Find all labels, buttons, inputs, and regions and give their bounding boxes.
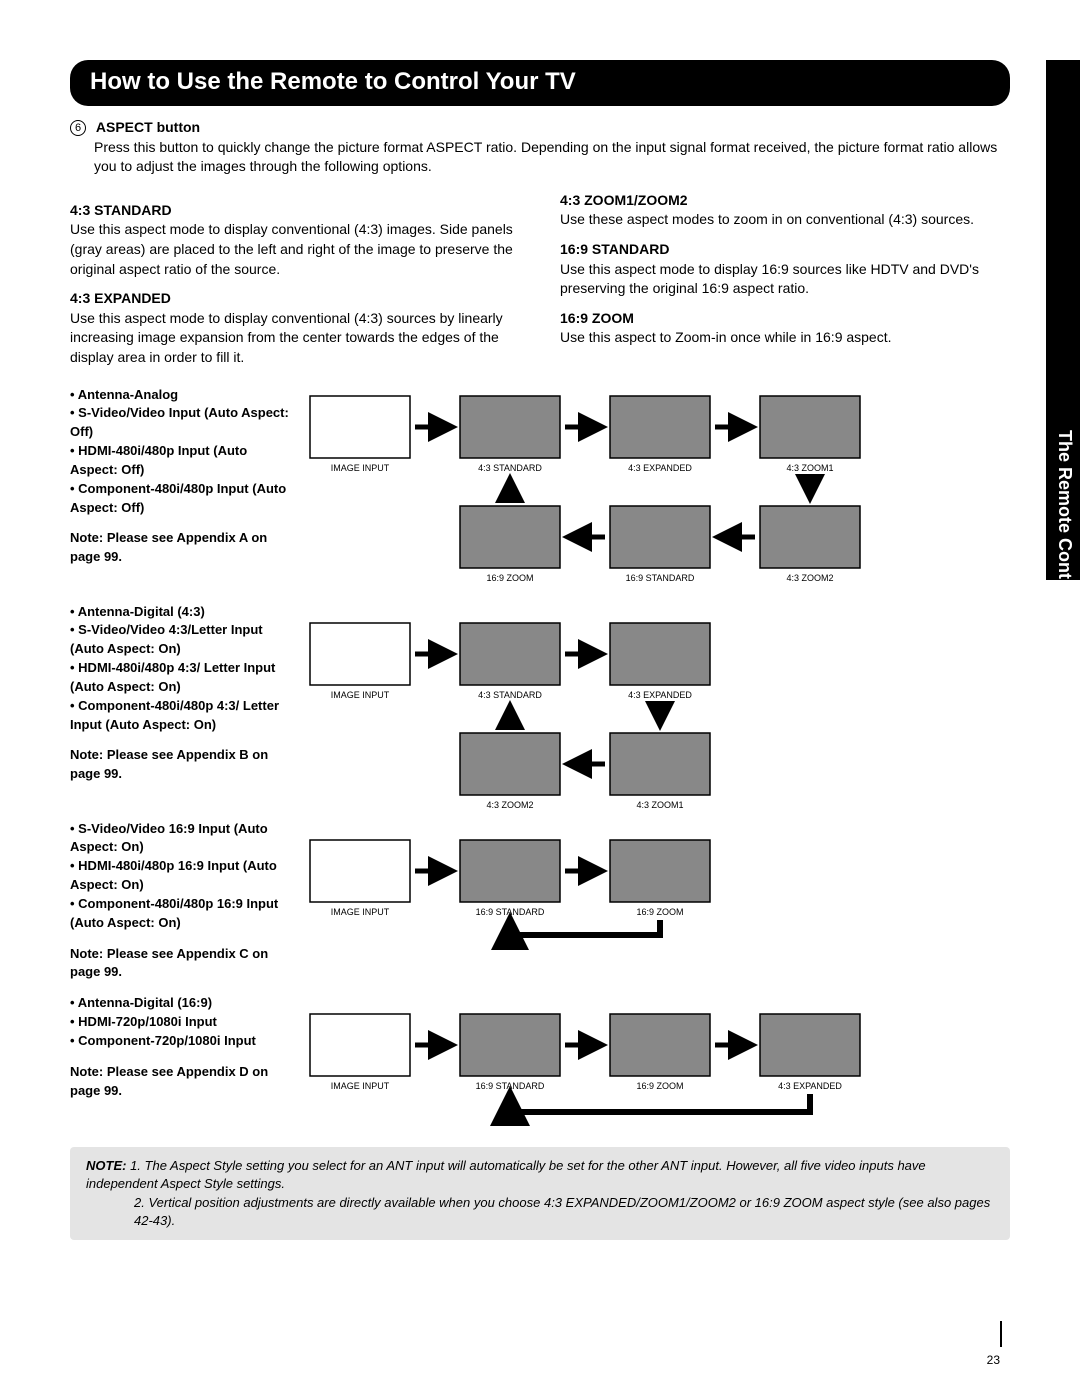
svg-text:16:9 STANDARD: 16:9 STANDARD (626, 573, 695, 583)
svg-text:4:3 STANDARD: 4:3 STANDARD (478, 463, 542, 473)
list-item: S-Video/Video 16:9 Input (Auto Aspect: O… (70, 820, 297, 858)
svg-text:16:9 ZOOM: 16:9 ZOOM (636, 907, 683, 917)
mode-h-1: 4:3 STANDARD (70, 201, 520, 221)
group-a: Antenna-AnalogS-Video/Video Input (Auto … (70, 386, 1010, 591)
svg-text:IMAGE INPUT: IMAGE INPUT (331, 1081, 390, 1091)
mode-h-4: 16:9 STANDARD (560, 240, 1010, 260)
group-d-labels: Antenna-Digital (16:9)HDMI-720p/1080i In… (70, 994, 305, 1129)
page-title: How to Use the Remote to Control Your TV (70, 60, 1010, 106)
group-c-note: Note: Please see Appendix C on page 99. (70, 945, 297, 983)
list-item: Antenna-Digital (16:9) (70, 994, 297, 1013)
page-number: 23 (987, 1353, 1000, 1367)
mode-col-right: 4:3 ZOOM1/ZOOM2 Use these aspect modes t… (560, 191, 1010, 368)
footnote-box: NOTE: 1. The Aspect Style setting you se… (70, 1147, 1010, 1240)
group-d: Antenna-Digital (16:9)HDMI-720p/1080i In… (70, 994, 1010, 1129)
mode-h-5: 16:9 ZOOM (560, 309, 1010, 329)
section-body: Press this button to quickly change the … (94, 138, 1010, 177)
svg-text:4:3 ZOOM1: 4:3 ZOOM1 (636, 800, 683, 808)
svg-text:4:3 EXPANDED: 4:3 EXPANDED (778, 1081, 842, 1091)
list-item: HDMI-720p/1080i Input (70, 1013, 297, 1032)
mode-t-2: Use this aspect mode to display conventi… (70, 309, 520, 368)
svg-text:16:9 STANDARD: 16:9 STANDARD (476, 1081, 545, 1091)
section-header: 6 ASPECT button Press this button to qui… (70, 118, 1010, 177)
svg-text:4:3 STANDARD: 4:3 STANDARD (478, 690, 542, 700)
footnote-label: NOTE: (86, 1158, 126, 1173)
svg-text:4:3 ZOOM2: 4:3 ZOOM2 (486, 800, 533, 808)
mode-t-3: Use these aspect modes to zoom in on con… (560, 210, 1010, 230)
footnote-1: 1. The Aspect Style setting you select f… (86, 1158, 926, 1191)
mode-t-1: Use this aspect mode to display conventi… (70, 220, 520, 279)
group-d-note: Note: Please see Appendix D on page 99. (70, 1063, 297, 1101)
svg-text:4:3 EXPANDED: 4:3 EXPANDED (628, 690, 692, 700)
group-b-diagram: IMAGE INPUT 4:3 STANDARD 4:3 EXPANDED 4:… (305, 603, 1010, 808)
svg-text:IMAGE INPUT: IMAGE INPUT (331, 907, 390, 917)
svg-text:4:3 ZOOM2: 4:3 ZOOM2 (786, 573, 833, 583)
list-item: HDMI-480i/480p 16:9 Input (Auto Aspect: … (70, 857, 297, 895)
group-c-labels: S-Video/Video 16:9 Input (Auto Aspect: O… (70, 820, 305, 983)
svg-text:4:3 ZOOM1: 4:3 ZOOM1 (786, 463, 833, 473)
group-c: S-Video/Video 16:9 Input (Auto Aspect: O… (70, 820, 1010, 983)
list-item: Component-480i/480p Input (Auto Aspect: … (70, 480, 297, 518)
svg-text:16:9 ZOOM: 16:9 ZOOM (636, 1081, 683, 1091)
section-number: 6 (70, 120, 86, 136)
svg-text:4:3 EXPANDED: 4:3 EXPANDED (628, 463, 692, 473)
list-item: Component-480i/480p 16:9 Input (Auto Asp… (70, 895, 297, 933)
group-c-diagram: IMAGE INPUT 16:9 STANDARD 16:9 ZOOM (305, 820, 1010, 983)
mode-t-4: Use this aspect mode to display 16:9 sou… (560, 260, 1010, 299)
list-item: Antenna-Digital (4:3) (70, 603, 297, 622)
svg-text:16:9 ZOOM: 16:9 ZOOM (486, 573, 533, 583)
footnote-2: 2. Vertical position adjustments are dir… (134, 1194, 994, 1230)
group-a-labels: Antenna-AnalogS-Video/Video Input (Auto … (70, 386, 305, 591)
group-b-note: Note: Please see Appendix B on page 99. (70, 746, 297, 784)
list-item: S-Video/Video Input (Auto Aspect: Off) (70, 404, 297, 442)
group-b-labels: Antenna-Digital (4:3)S-Video/Video 4:3/L… (70, 603, 305, 808)
list-item: HDMI-480i/480p 4:3/ Letter Input (Auto A… (70, 659, 297, 697)
list-item: Component-720p/1080i Input (70, 1032, 297, 1051)
page: How to Use the Remote to Control Your TV… (0, 0, 1080, 1280)
group-a-diagram: IMAGE INPUT 4:3 STANDARD 4:3 EXPANDED 4:… (305, 386, 1010, 591)
mode-h-2: 4:3 EXPANDED (70, 289, 520, 309)
list-item: Antenna-Analog (70, 386, 297, 405)
group-b: Antenna-Digital (4:3)S-Video/Video 4:3/L… (70, 603, 1010, 808)
list-item: S-Video/Video 4:3/Letter Input (Auto Asp… (70, 621, 297, 659)
list-item: HDMI-480i/480p Input (Auto Aspect: Off) (70, 442, 297, 480)
group-d-diagram: IMAGE INPUT 16:9 STANDARD 16:9 ZOOM 4:3 … (305, 994, 1010, 1129)
svg-text:IMAGE INPUT: IMAGE INPUT (331, 463, 390, 473)
list-item: Component-480i/480p 4:3/ Letter Input (A… (70, 697, 297, 735)
section-heading: ASPECT button (96, 119, 200, 135)
svg-text:IMAGE INPUT: IMAGE INPUT (331, 690, 390, 700)
group-a-note: Note: Please see Appendix A on page 99. (70, 529, 297, 567)
svg-text:16:9 STANDARD: 16:9 STANDARD (476, 907, 545, 917)
corner-rule (1000, 1321, 1002, 1347)
mode-t-5: Use this aspect to Zoom-in once while in… (560, 328, 1010, 348)
mode-columns: 4:3 STANDARD Use this aspect mode to dis… (70, 191, 1010, 368)
mode-h-3: 4:3 ZOOM1/ZOOM2 (560, 191, 1010, 211)
mode-col-left: 4:3 STANDARD Use this aspect mode to dis… (70, 191, 520, 368)
